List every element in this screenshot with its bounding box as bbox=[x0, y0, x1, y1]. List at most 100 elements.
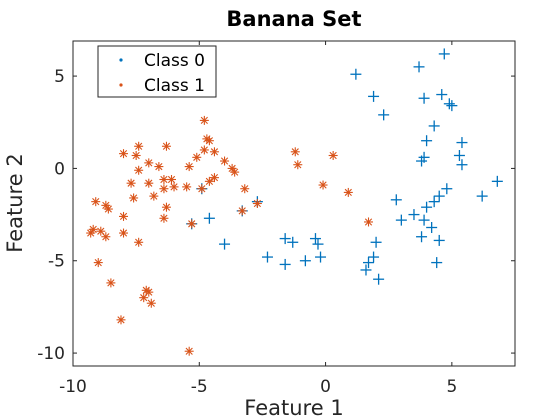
data-point-class-0 bbox=[436, 89, 448, 101]
legend-dot-class-0 bbox=[119, 58, 123, 62]
data-point-class-1 bbox=[252, 199, 262, 208]
data-point-class-0 bbox=[309, 233, 321, 245]
data-point-class-1 bbox=[88, 224, 98, 234]
data-point-class-1 bbox=[318, 180, 328, 190]
data-point-class-0 bbox=[287, 236, 299, 248]
chart-title: Banana Set bbox=[226, 7, 361, 31]
data-point-class-1 bbox=[240, 184, 250, 194]
x-tick-label: -10 bbox=[59, 377, 87, 397]
data-point-class-0 bbox=[363, 257, 375, 269]
data-point-class-1 bbox=[91, 197, 101, 207]
data-point-class-0 bbox=[438, 48, 450, 60]
data-point-class-0 bbox=[418, 92, 430, 104]
data-point-class-1 bbox=[144, 178, 154, 188]
data-point-class-1 bbox=[184, 346, 194, 356]
data-point-class-1 bbox=[146, 298, 156, 308]
data-point-class-0 bbox=[446, 100, 458, 112]
data-point-class-1 bbox=[134, 141, 144, 151]
data-point-class-0 bbox=[219, 238, 231, 250]
data-point-class-1 bbox=[204, 176, 214, 186]
data-point-class-0 bbox=[279, 233, 291, 245]
data-point-class-0 bbox=[203, 212, 215, 224]
data-point-class-0 bbox=[279, 258, 291, 270]
data-point-class-1 bbox=[364, 217, 374, 227]
data-point-class-1 bbox=[134, 165, 144, 175]
data-point-class-1 bbox=[204, 136, 214, 146]
data-point-class-1 bbox=[101, 232, 111, 242]
data-point-class-1 bbox=[119, 228, 129, 238]
data-point-class-1 bbox=[161, 141, 171, 151]
data-point-class-1 bbox=[159, 213, 169, 223]
data-point-class-1 bbox=[131, 150, 141, 160]
data-point-class-1 bbox=[199, 115, 209, 125]
data-point-class-0 bbox=[443, 98, 455, 110]
data-point-class-1 bbox=[227, 163, 237, 173]
data-point-class-1 bbox=[220, 156, 230, 166]
data-point-class-1 bbox=[192, 152, 202, 162]
data-point-class-1 bbox=[161, 202, 171, 212]
data-point-class-0 bbox=[408, 209, 420, 221]
data-point-class-1 bbox=[290, 147, 300, 157]
legend-box bbox=[97, 45, 217, 98]
data-point-class-0 bbox=[428, 196, 440, 208]
data-point-class-1 bbox=[159, 184, 169, 194]
legend-label-class-1: Class 1 bbox=[144, 76, 205, 96]
data-point-class-0 bbox=[421, 201, 433, 213]
data-point-class-0 bbox=[431, 257, 443, 269]
data-point-class-0 bbox=[433, 190, 445, 202]
data-point-class-1 bbox=[293, 160, 303, 170]
data-point-class-1 bbox=[106, 278, 116, 288]
data-point-class-0 bbox=[378, 109, 390, 121]
x-tick-label: 0 bbox=[320, 377, 331, 397]
data-points bbox=[86, 48, 503, 356]
data-point-class-1 bbox=[126, 178, 136, 188]
y-tick-label: 5 bbox=[54, 67, 65, 87]
data-point-class-0 bbox=[453, 149, 465, 161]
data-point-class-1 bbox=[93, 258, 103, 268]
data-point-class-1 bbox=[103, 204, 113, 214]
data-point-class-1 bbox=[209, 147, 219, 157]
legend: Class 0 Class 1 bbox=[97, 45, 217, 98]
data-point-class-1 bbox=[144, 158, 154, 168]
data-point-class-1 bbox=[184, 162, 194, 172]
data-point-class-0 bbox=[428, 120, 440, 132]
data-point-class-0 bbox=[395, 214, 407, 226]
y-tick-label: -10 bbox=[37, 344, 65, 364]
data-point-class-1 bbox=[343, 187, 353, 197]
data-point-class-0 bbox=[413, 61, 425, 73]
data-point-class-1 bbox=[167, 174, 177, 184]
data-point-class-1 bbox=[237, 206, 247, 216]
data-point-class-0 bbox=[261, 251, 273, 263]
data-point-class-1 bbox=[119, 149, 129, 159]
data-point-class-1 bbox=[197, 184, 207, 194]
data-point-class-0 bbox=[390, 194, 402, 206]
data-point-class-0 bbox=[350, 68, 362, 80]
data-point-class-1 bbox=[149, 191, 159, 201]
data-point-class-1 bbox=[182, 182, 192, 192]
data-point-class-0 bbox=[299, 255, 311, 267]
data-point-class-0 bbox=[360, 264, 372, 276]
data-point-class-0 bbox=[476, 190, 488, 202]
data-point-class-0 bbox=[456, 159, 468, 171]
x-axis-label: Feature 1 bbox=[244, 396, 343, 420]
y-axis-label: Feature 2 bbox=[3, 153, 27, 252]
data-point-class-1 bbox=[159, 174, 169, 184]
data-point-class-1 bbox=[116, 315, 126, 325]
x-tick-label: -5 bbox=[191, 377, 208, 397]
data-point-class-0 bbox=[433, 234, 445, 246]
data-point-class-1 bbox=[139, 293, 149, 303]
data-point-class-0 bbox=[315, 251, 327, 263]
y-tick-label: -5 bbox=[48, 252, 65, 272]
data-point-class-0 bbox=[370, 236, 382, 248]
data-point-class-0 bbox=[416, 155, 428, 167]
data-point-class-0 bbox=[441, 183, 453, 195]
data-point-class-0 bbox=[368, 90, 380, 102]
data-point-class-1 bbox=[129, 193, 139, 203]
data-point-class-1 bbox=[119, 211, 129, 221]
legend-label-class-0: Class 0 bbox=[144, 51, 205, 71]
data-point-class-1 bbox=[169, 182, 179, 192]
data-point-class-0 bbox=[491, 175, 503, 187]
data-point-class-0 bbox=[418, 214, 430, 226]
